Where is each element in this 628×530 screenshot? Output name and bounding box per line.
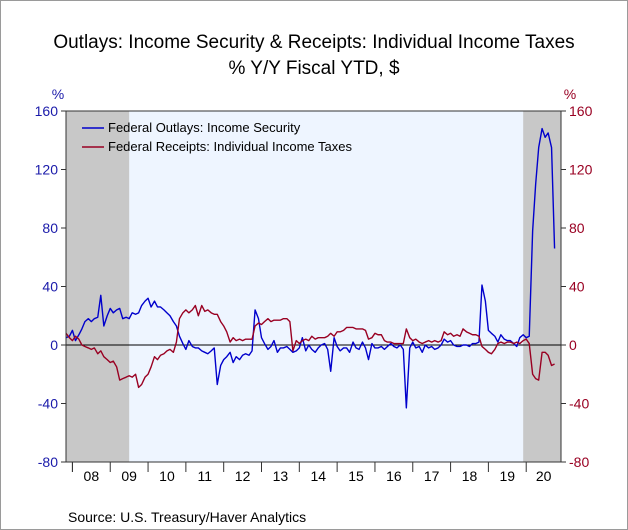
x-tick-label-8: 16: [386, 468, 402, 484]
legend-label-receipts: Federal Receipts: Individual Income Taxe…: [108, 139, 352, 154]
plot-background: [66, 111, 561, 462]
legend-label-outlays: Federal Outlays: Income Security: [108, 120, 301, 135]
right-tick-label-3: 40: [569, 279, 585, 295]
series-lines: [65, 127, 556, 409]
recession-band-1: [523, 111, 561, 462]
right-axis-unit: %: [564, 86, 576, 102]
right-tick-label-5: -40: [569, 396, 589, 412]
x-tick-label-11: 19: [500, 468, 516, 484]
right-tick-label-0: 160: [569, 103, 593, 119]
right-tick-label-2: 80: [569, 220, 585, 236]
series-line-1: [65, 304, 555, 389]
legend: Federal Outlays: Income Security Federal…: [82, 120, 352, 154]
chart-subtitle: % Y/Y Fiscal YTD, $: [228, 58, 399, 79]
left-tick-label-6: -80: [38, 454, 58, 470]
right-axis: 160 120 80 40 0 -40 -80: [561, 103, 593, 470]
x-tick-label-1: 09: [121, 468, 137, 484]
recession-band-0: [66, 111, 130, 462]
x-tick-label-2: 10: [159, 468, 175, 484]
right-tick-label-1: 120: [569, 162, 593, 178]
source-note: Source: U.S. Treasury/Haver Analytics: [68, 509, 306, 525]
left-tick-label-3: 40: [42, 279, 58, 295]
left-axis-unit: %: [52, 86, 64, 102]
x-tick-label-5: 13: [273, 468, 289, 484]
left-tick-label-5: -40: [38, 396, 58, 412]
left-tick-label-2: 80: [42, 220, 58, 236]
left-tick-label-4: 0: [50, 337, 58, 353]
x-tick-label-10: 18: [462, 468, 478, 484]
chart-title: Outlays: Income Security & Receipts: Ind…: [53, 32, 574, 53]
right-tick-label-6: -80: [569, 454, 589, 470]
left-tick-label-0: 160: [35, 103, 59, 119]
x-tick-label-9: 17: [424, 468, 440, 484]
x-tick-label-0: 08: [84, 468, 100, 484]
series-line-0: [65, 127, 556, 409]
left-tick-label-1: 120: [35, 162, 59, 178]
x-tick-label-4: 12: [235, 468, 251, 484]
left-axis: 160 120 80 40 0 -40 -80: [35, 103, 66, 470]
x-tick-label-6: 14: [310, 468, 326, 484]
x-tick-label-3: 11: [198, 468, 213, 484]
x-tick-label-7: 15: [348, 468, 364, 484]
plot-area: [66, 111, 561, 462]
x-axis: 08 09 10 11 12 13 14 15 16 17 18 19 20: [71, 462, 552, 484]
right-tick-label-4: 0: [569, 337, 577, 353]
x-tick-label-12: 20: [536, 468, 552, 484]
